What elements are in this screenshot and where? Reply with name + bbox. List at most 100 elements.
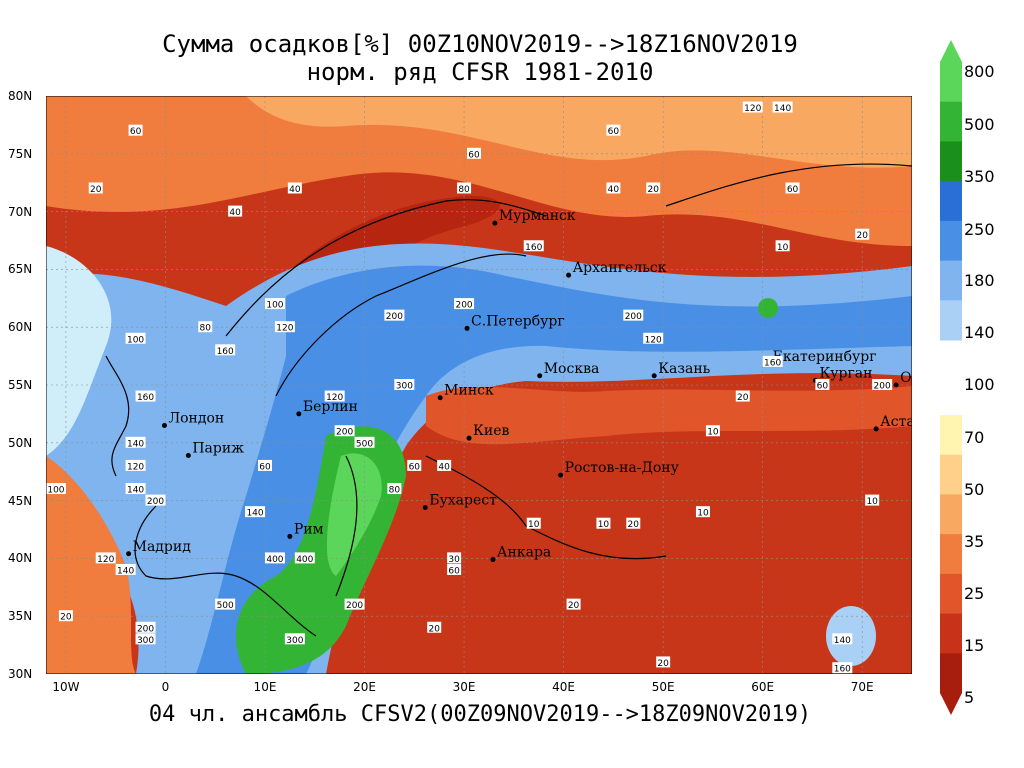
colorbar-swatch bbox=[940, 573, 962, 615]
field-mediterranean-peak bbox=[326, 453, 382, 576]
colorbar-swatch bbox=[940, 415, 962, 456]
graticule bbox=[46, 96, 912, 674]
contour-value-label: 60 bbox=[467, 147, 482, 160]
colorbar-swatch bbox=[940, 534, 962, 575]
svg-text:10: 10 bbox=[777, 243, 789, 253]
city-layer: Мурманск Архангельск С.Петербург Москва Каза… bbox=[126, 208, 912, 563]
colorbar-tick-label: 250 bbox=[964, 220, 995, 239]
contour-value-label: 30 bbox=[447, 552, 462, 565]
lat-tick-label: 75N bbox=[8, 146, 33, 161]
colorbar-max-triangle bbox=[940, 40, 962, 62]
svg-text:300: 300 bbox=[396, 382, 413, 392]
city-label: Рим bbox=[294, 521, 324, 537]
contour-value-label: 60 bbox=[407, 459, 422, 472]
contour-value-label: 200 bbox=[454, 298, 475, 311]
contour-value-label: 100 bbox=[264, 298, 285, 311]
svg-text:500: 500 bbox=[217, 601, 234, 611]
svg-text:60: 60 bbox=[130, 127, 142, 137]
svg-text:40: 40 bbox=[438, 462, 450, 472]
lat-tick-label: 30N bbox=[8, 667, 33, 681]
svg-text:20: 20 bbox=[657, 659, 669, 669]
svg-text:100: 100 bbox=[127, 335, 144, 345]
colorbar-tick-label: 50 bbox=[964, 480, 985, 499]
contour-value-label: 140 bbox=[125, 436, 146, 449]
city-marker bbox=[296, 411, 302, 417]
city-label: Курган bbox=[819, 365, 872, 381]
contour-value-label: 20 bbox=[646, 182, 661, 195]
colorbar-tick-label: 350 bbox=[964, 167, 995, 186]
svg-text:160: 160 bbox=[764, 358, 781, 368]
colorbar-tick-label: 140 bbox=[964, 323, 995, 342]
svg-text:120: 120 bbox=[744, 104, 761, 114]
svg-text:200: 200 bbox=[455, 301, 472, 311]
contour-value-label: 100 bbox=[46, 483, 66, 496]
svg-text:10: 10 bbox=[598, 520, 610, 530]
field-arctic-north bbox=[246, 96, 912, 168]
city-marker bbox=[437, 395, 443, 401]
svg-text:60: 60 bbox=[448, 566, 460, 576]
svg-text:400: 400 bbox=[296, 555, 313, 565]
svg-text:20: 20 bbox=[628, 520, 640, 530]
svg-text:80: 80 bbox=[458, 185, 470, 195]
contour-value-label: 60 bbox=[128, 124, 143, 137]
svg-text:80: 80 bbox=[200, 324, 212, 334]
colorbar-tick-label: 100 bbox=[964, 375, 995, 394]
contour-value-label: 200 bbox=[384, 309, 405, 322]
svg-text:140: 140 bbox=[246, 509, 263, 519]
city-marker bbox=[651, 373, 657, 379]
city-label: Минск bbox=[444, 383, 494, 399]
contour-value-label: 10 bbox=[865, 494, 880, 507]
svg-text:60: 60 bbox=[468, 150, 480, 160]
svg-text:20: 20 bbox=[647, 185, 659, 195]
city-marker bbox=[566, 272, 572, 278]
colorbar-swatch bbox=[940, 613, 962, 654]
svg-text:140: 140 bbox=[774, 104, 791, 114]
svg-text:500: 500 bbox=[356, 439, 373, 449]
contour-value-label: 20 bbox=[58, 610, 73, 623]
svg-text:60: 60 bbox=[787, 185, 799, 195]
precipitation-map: Мурманск Архангельск С.Петербург Москва Каза… bbox=[46, 96, 912, 674]
svg-text:120: 120 bbox=[645, 335, 662, 345]
contour-label-layer: 60 20 40 40 60 80 60 40 20 120 140 60 20 10 160 200 200 2… bbox=[46, 101, 893, 674]
city-marker bbox=[537, 373, 543, 379]
svg-text:10: 10 bbox=[528, 520, 540, 530]
svg-text:20: 20 bbox=[428, 624, 440, 634]
contour-value-label: 400 bbox=[264, 552, 285, 565]
contour-value-label: 140 bbox=[245, 506, 266, 519]
contour-value-label: 20 bbox=[656, 656, 671, 669]
city-label: Ростов-на-Дону bbox=[565, 460, 680, 476]
colorbar-swatch bbox=[940, 300, 962, 341]
svg-text:100: 100 bbox=[47, 486, 64, 496]
svg-text:60: 60 bbox=[608, 127, 620, 137]
ensemble-caption: 04 чл. ансамбль CFSV2(00Z09NOV2019-->18Z… bbox=[148, 702, 812, 727]
lon-tick-label: 60E bbox=[751, 680, 775, 694]
contour-value-label: 120 bbox=[324, 390, 345, 403]
contour-value-label: 500 bbox=[215, 598, 236, 611]
city-marker bbox=[492, 220, 498, 226]
contour-value-label: 10 bbox=[526, 517, 541, 530]
contour-value-label: 20 bbox=[427, 621, 442, 634]
city-marker bbox=[893, 382, 899, 388]
contour-value-label: 160 bbox=[135, 390, 156, 403]
svg-text:20: 20 bbox=[857, 231, 869, 241]
svg-text:160: 160 bbox=[137, 393, 154, 403]
city-label: Киев bbox=[473, 423, 509, 439]
contour-value-label: 40 bbox=[606, 182, 621, 195]
colorbar-swatch bbox=[940, 454, 962, 495]
contour-value-label: 20 bbox=[88, 182, 103, 195]
city-marker bbox=[126, 551, 132, 557]
city-label: Екатеринбург bbox=[773, 349, 877, 365]
svg-text:300: 300 bbox=[137, 636, 154, 646]
contour-value-label: 200 bbox=[872, 379, 893, 392]
colorbar-tick-label: 500 bbox=[964, 115, 995, 134]
svg-text:60: 60 bbox=[409, 462, 421, 472]
contour-value-label: 300 bbox=[135, 633, 156, 646]
contour-value-label: 140 bbox=[832, 633, 853, 646]
svg-text:40: 40 bbox=[229, 208, 241, 218]
map-subtitle: норм. ряд CFSR 1981-2010 bbox=[306, 58, 654, 86]
contour-value-label: 120 bbox=[742, 101, 763, 114]
city-marker bbox=[490, 557, 496, 563]
svg-text:200: 200 bbox=[346, 601, 363, 611]
svg-text:140: 140 bbox=[117, 566, 134, 576]
contour-value-label: 200 bbox=[145, 494, 166, 507]
